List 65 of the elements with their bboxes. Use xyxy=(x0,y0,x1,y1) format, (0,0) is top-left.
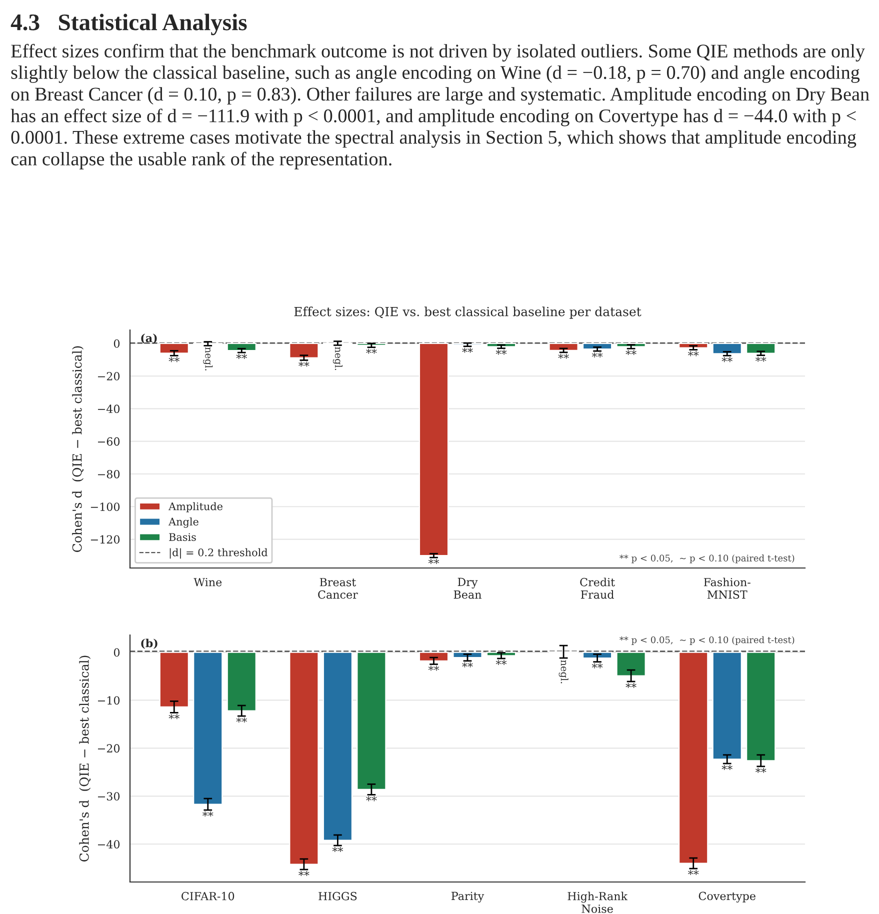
data-label: ** xyxy=(168,357,180,362)
data-label: ** xyxy=(366,348,377,354)
y-tick-label: 0 xyxy=(114,648,120,657)
data-label: ** xyxy=(626,682,636,688)
data-label: ** xyxy=(722,764,732,770)
y-axis-title: Cohen's d (QIE − best classical) xyxy=(72,346,84,552)
data-label: ** xyxy=(462,348,473,353)
data-label: ** xyxy=(496,350,507,355)
x-tick-label: Fashion- MNIST xyxy=(704,578,750,599)
y-tick-label: 0 xyxy=(114,339,120,348)
data-label: ** xyxy=(298,362,310,367)
data-label: ** xyxy=(755,356,766,362)
x-tick-label: Wine xyxy=(194,578,222,586)
data-label: ** xyxy=(558,354,569,359)
data-label: ** xyxy=(755,768,766,773)
data-label: negl. xyxy=(558,660,568,684)
y-tick-label: −60 xyxy=(98,437,120,446)
data-label: ** xyxy=(462,662,473,668)
legend-label: |d| = 0.2 threshold xyxy=(170,548,268,559)
y-tick-label: −10 xyxy=(98,696,120,705)
x-tick-label: CIFAR-10 xyxy=(182,892,234,900)
data-label: ** xyxy=(168,714,180,720)
legend-label: Basis xyxy=(169,533,196,541)
legend-label: Amplitude xyxy=(168,502,222,512)
y-tick-label: −40 xyxy=(98,404,120,414)
text: 4.3 Statistical Analysis xyxy=(10,14,247,36)
data-label: ** xyxy=(592,352,603,358)
data-label: ** xyxy=(332,846,344,852)
legend-label: Angle xyxy=(168,517,198,528)
annotation: (a) xyxy=(141,334,157,344)
y-axis-title: Cohen's d (QIE − best classical) xyxy=(79,656,91,862)
data-label: ** xyxy=(428,666,440,671)
text: Effect sizes confirm that the benchmark outcome is not driven by isolated outliers. Some QIE methods are only slightly below the classical baseline, such as angle encoding on Wine (d = −0.18, p = 0.70) and angle encoding on Breast Cancer (d = 0.10, p = 0.83). Other failures are large and systematic. Amplitude encoding on Dry Bean has an effect size of d = −111.9 with p < 0.0001, and amplitude encoding on Covertype has d = −44.0 with p < 0.0001. These extreme cases motivate the spectral analysis in Section 5, which shows that amplitude encoding can collapse the usable rank of the representation. xyxy=(10,44,870,170)
x-tick-label: High-Rank Noise xyxy=(568,892,628,913)
y-tick-label: −120 xyxy=(90,535,120,544)
y-tick-label: −40 xyxy=(98,840,120,848)
data-label: negl. xyxy=(332,346,342,370)
x-tick-label: Credit Fraud xyxy=(580,578,615,599)
chart-title: Effect sizes: QIE vs. best classical baseline per dataset xyxy=(294,306,642,319)
x-tick-label: Breast Cancer xyxy=(318,578,358,599)
x-tick-label: Parity xyxy=(452,892,484,902)
annotation: (b) xyxy=(141,638,158,649)
annotation: ** p < 0.05, ~ p < 0.10 (paired t-test) xyxy=(620,554,794,564)
data-label: ** xyxy=(496,660,507,665)
data-label: ** xyxy=(366,796,377,802)
data-label: ** xyxy=(626,350,636,356)
data-label: negl. xyxy=(203,347,213,370)
data-label: ** xyxy=(298,870,310,876)
data-label: ** xyxy=(722,357,732,362)
data-label: ** xyxy=(688,870,699,876)
data-label: ** xyxy=(688,351,699,356)
annotation: ** p < 0.05, ~ p < 0.10 (paired t-test) xyxy=(620,636,794,645)
data-label: ** xyxy=(236,354,248,359)
data-label: ** xyxy=(202,811,214,817)
y-tick-label: −20 xyxy=(98,744,120,753)
x-tick-label: Dry Bean xyxy=(454,578,482,599)
data-label: ** xyxy=(236,717,248,723)
data-label: ** xyxy=(592,663,603,668)
y-tick-label: −80 xyxy=(98,470,120,478)
y-tick-label: −100 xyxy=(90,502,120,511)
x-tick-label: Covertype xyxy=(698,892,756,902)
y-tick-label: −20 xyxy=(98,372,120,380)
y-tick-label: −30 xyxy=(98,792,120,801)
x-tick-label: HIGGS xyxy=(318,892,357,900)
data-label: ** xyxy=(428,558,440,564)
